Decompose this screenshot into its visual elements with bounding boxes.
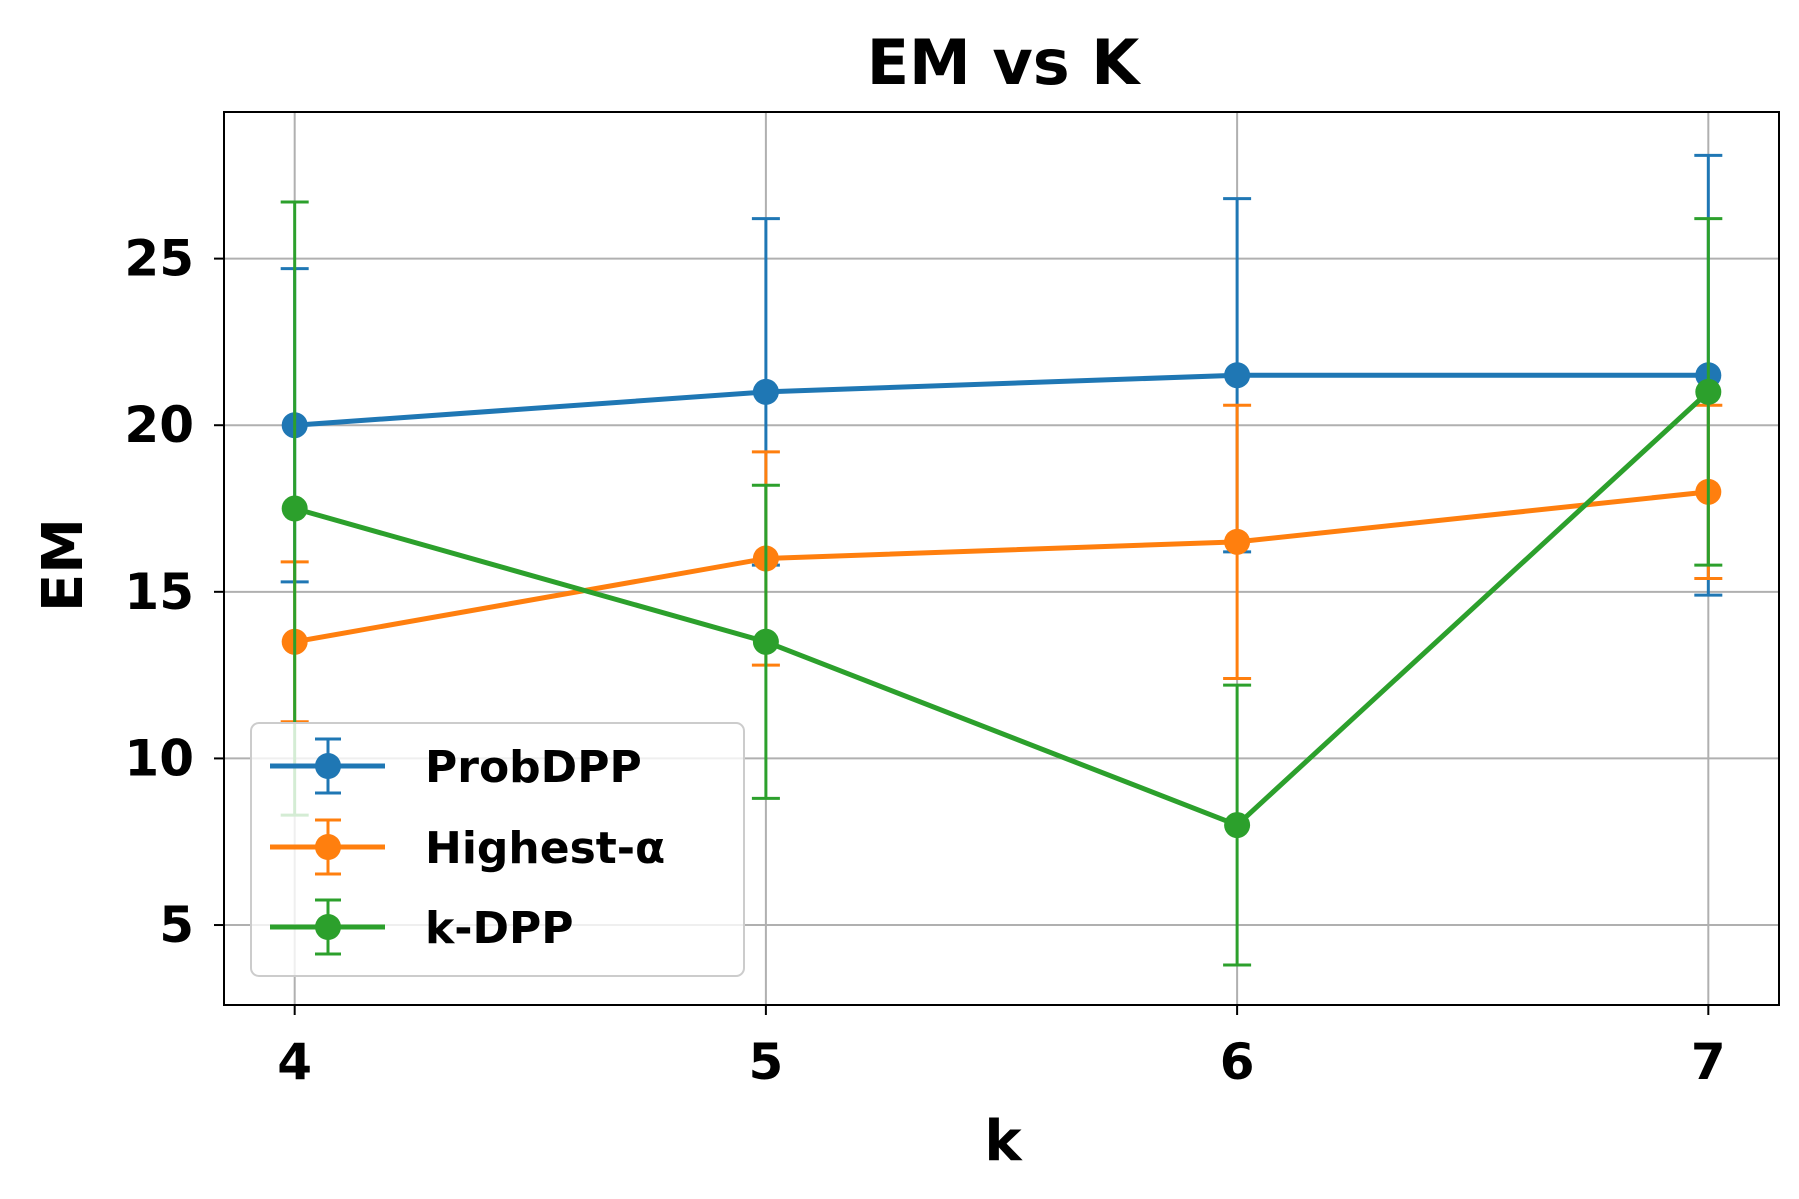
- y-tick-label: 5: [159, 896, 194, 954]
- legend-label-highest: Highest-α: [425, 823, 665, 874]
- y-axis-label: EM: [31, 518, 96, 612]
- data-point-probdpp: [752, 378, 779, 405]
- data-point-k-dpp: [752, 628, 779, 655]
- legend-box: [250, 722, 745, 977]
- y-tick-label: 10: [124, 729, 194, 787]
- x-tick-label: 5: [748, 1033, 783, 1091]
- x-axis-label: k: [984, 1109, 1023, 1174]
- y-tick-label: 20: [124, 396, 194, 454]
- series-line-highest: [294, 489, 1709, 645]
- y-tick-label: 15: [124, 563, 194, 621]
- legend-marker-highest: [315, 834, 341, 860]
- data-point-k-dpp: [281, 495, 308, 522]
- data-point-k-dpp: [1224, 812, 1251, 839]
- x-tick-label: 4: [277, 1033, 312, 1091]
- data-point-probdpp: [1224, 362, 1251, 389]
- y-tick-label: 25: [124, 230, 194, 288]
- data-point-k-dpp: [1695, 378, 1722, 405]
- legend: ProbDPP Highest-α k-DPP: [250, 722, 745, 977]
- x-tick-label: 7: [1691, 1033, 1726, 1091]
- series-line-probdpp: [294, 372, 1709, 428]
- legend-label-k-dpp: k-DPP: [425, 903, 574, 954]
- data-point-highest: [1224, 528, 1251, 555]
- legend-label-probdpp: ProbDPP: [425, 742, 642, 793]
- chart-title: EM vs K: [867, 26, 1142, 99]
- series-layer: [280, 153, 1723, 967]
- legend-marker-probdpp: [315, 753, 341, 779]
- x-axis-ticks: 4 5 6 7: [277, 1005, 1726, 1091]
- y-axis-ticks: 5 10 15 20 25: [124, 230, 224, 954]
- x-tick-label: 6: [1220, 1033, 1255, 1091]
- plot-frame: [223, 111, 1780, 1006]
- series-line-k-dpp: [294, 390, 1711, 828]
- legend-marker-k-dpp: [315, 914, 341, 940]
- series-k-dpp: [280, 200, 1723, 967]
